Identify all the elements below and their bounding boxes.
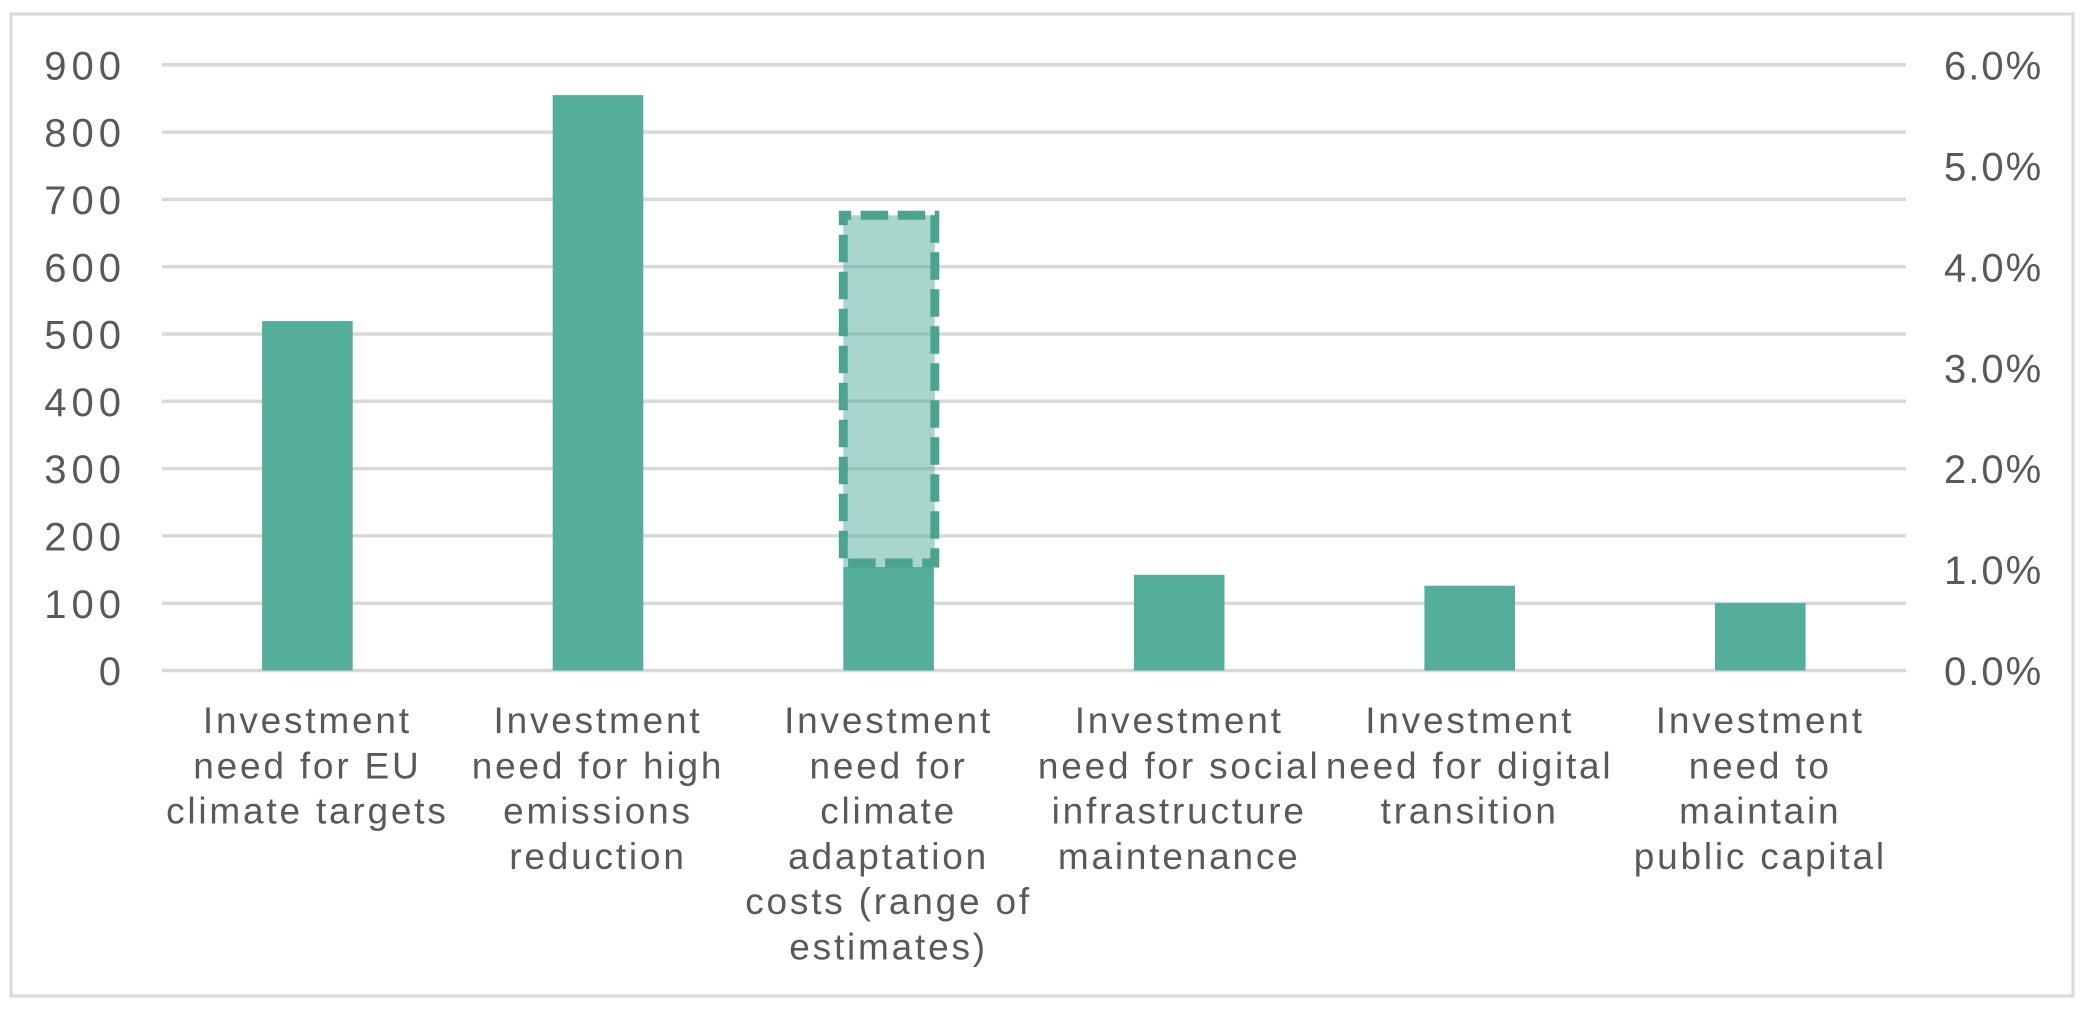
svg-text:100: 100 [44, 583, 126, 627]
svg-text:5.0%: 5.0% [1944, 145, 2043, 189]
svg-text:800: 800 [44, 112, 126, 156]
svg-text:500: 500 [44, 314, 126, 358]
svg-text:4.0%: 4.0% [1944, 246, 2043, 290]
svg-text:0.0%: 0.0% [1944, 650, 2043, 694]
svg-text:400: 400 [44, 381, 126, 425]
svg-text:200: 200 [44, 516, 126, 560]
svg-text:0: 0 [99, 650, 126, 694]
svg-text:6.0%: 6.0% [1944, 44, 2043, 88]
svg-text:700: 700 [44, 179, 126, 223]
svg-text:300: 300 [44, 448, 126, 492]
svg-text:600: 600 [44, 246, 126, 290]
svg-text:1.0%: 1.0% [1944, 549, 2043, 593]
svg-text:2.0%: 2.0% [1944, 448, 2043, 492]
svg-text:900: 900 [44, 44, 126, 88]
svg-text:3.0%: 3.0% [1944, 347, 2043, 391]
